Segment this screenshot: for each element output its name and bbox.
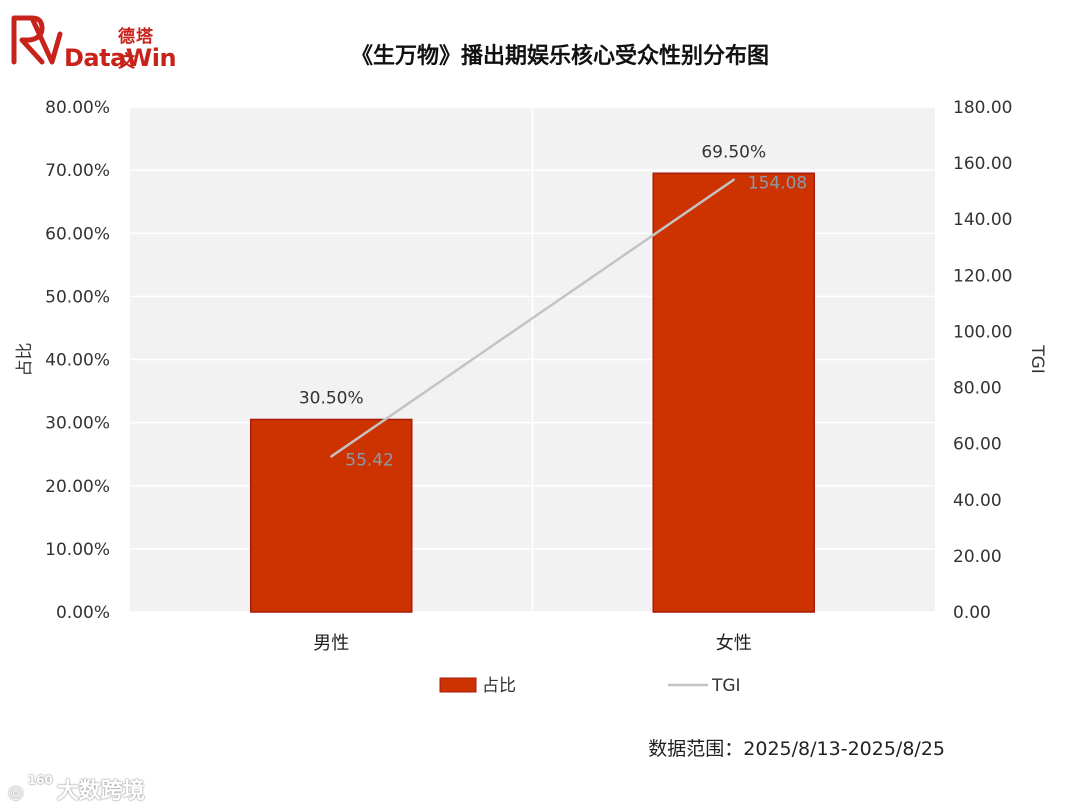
brand-name-cn: 德塔文 xyxy=(118,27,154,72)
y-tick-label: 30.00% xyxy=(45,414,110,434)
chart-title: 《生万物》播出期娱乐核心受众性别分布图 xyxy=(350,44,769,69)
x-tick-label: 男性 xyxy=(313,633,349,654)
y2-tick-label: 0.00 xyxy=(953,603,991,623)
brand-logo: 德塔文 DataWin xyxy=(8,8,177,72)
tgi-point xyxy=(330,455,333,458)
y2-tick-label: 140.00 xyxy=(953,210,1012,230)
data-range-note: 数据范围：2025/8/13-2025/8/25 xyxy=(648,738,945,760)
y-tick-label: 0.00% xyxy=(56,603,110,623)
legend-label-bar: 占比 xyxy=(482,676,516,696)
legend-label-line: TGI xyxy=(711,676,741,696)
y2-tick-label: 100.00 xyxy=(953,322,1012,342)
bar xyxy=(250,418,413,613)
watermark-sub: 160 xyxy=(27,773,53,787)
legend-swatch-bar xyxy=(439,677,477,693)
tgi-data-label: 55.42 xyxy=(345,451,394,471)
watermark-text: 大数跨境 xyxy=(56,779,145,804)
tgi-point xyxy=(732,178,735,181)
weibo-icon: ◎ xyxy=(8,782,24,803)
y2-tick-label: 120.00 xyxy=(953,266,1012,286)
datawin-logo-icon xyxy=(11,15,63,65)
y-tick-label: 40.00% xyxy=(45,351,110,371)
bar-data-label: 30.50% xyxy=(299,388,364,408)
bar xyxy=(652,172,815,613)
y2-tick-label: 60.00 xyxy=(953,435,1002,455)
y2-tick-label: 40.00 xyxy=(953,491,1002,511)
y-axis-title: 占比 xyxy=(15,343,35,377)
y2-tick-label: 160.00 xyxy=(953,154,1012,174)
y2-tick-label: 180.00 xyxy=(953,98,1012,118)
y-tick-label: 10.00% xyxy=(45,540,110,560)
tgi-line xyxy=(330,178,735,458)
y-tick-label: 70.00% xyxy=(45,161,110,181)
watermark: ◎160 大数跨境 xyxy=(8,773,145,804)
x-tick-label: 女性 xyxy=(716,633,752,654)
bar-data-label: 69.50% xyxy=(701,142,766,162)
y-tick-label: 20.00% xyxy=(45,477,110,497)
y2-tick-label: 20.00 xyxy=(953,547,1002,567)
y2-tick-label: 80.00 xyxy=(953,379,1002,399)
tgi-data-label: 154.08 xyxy=(748,174,807,194)
y2-axis-title: TGI xyxy=(1027,344,1047,374)
y-tick-label: 50.00% xyxy=(45,287,110,307)
y-tick-label: 80.00% xyxy=(45,98,110,118)
brand-name-en: DataWin xyxy=(64,44,177,72)
y-tick-label: 60.00% xyxy=(45,224,110,244)
